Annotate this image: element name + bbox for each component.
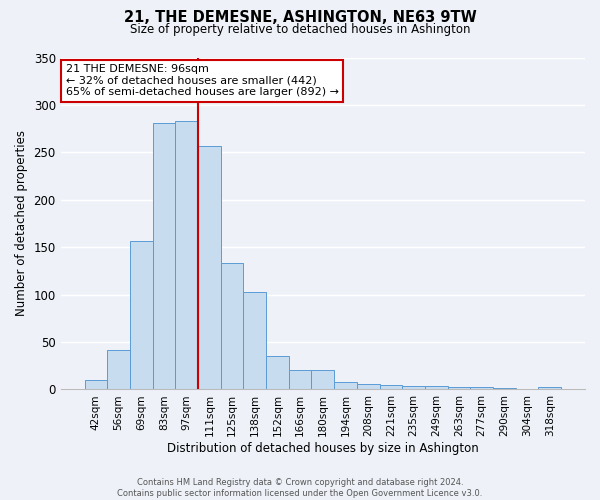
- Y-axis label: Number of detached properties: Number of detached properties: [15, 130, 28, 316]
- Bar: [402, 386, 425, 390]
- Text: 21, THE DEMESNE, ASHINGTON, NE63 9TW: 21, THE DEMESNE, ASHINGTON, NE63 9TW: [124, 10, 476, 25]
- X-axis label: Distribution of detached houses by size in Ashington: Distribution of detached houses by size …: [167, 442, 479, 455]
- Bar: [130, 240, 152, 390]
- Bar: [470, 386, 493, 390]
- Bar: [152, 123, 175, 390]
- Bar: [85, 380, 107, 390]
- Bar: [425, 386, 448, 390]
- Text: Contains HM Land Registry data © Crown copyright and database right 2024.
Contai: Contains HM Land Registry data © Crown c…: [118, 478, 482, 498]
- Bar: [221, 264, 244, 390]
- Bar: [107, 350, 130, 390]
- Text: Size of property relative to detached houses in Ashington: Size of property relative to detached ho…: [130, 22, 470, 36]
- Bar: [311, 370, 334, 390]
- Text: 21 THE DEMESNE: 96sqm
← 32% of detached houses are smaller (442)
65% of semi-det: 21 THE DEMESNE: 96sqm ← 32% of detached …: [66, 64, 339, 98]
- Bar: [198, 146, 221, 390]
- Bar: [448, 386, 470, 390]
- Bar: [357, 384, 380, 390]
- Bar: [175, 121, 198, 390]
- Bar: [289, 370, 311, 390]
- Bar: [244, 292, 266, 390]
- Bar: [493, 388, 516, 390]
- Bar: [538, 386, 561, 390]
- Bar: [266, 356, 289, 390]
- Bar: [380, 384, 402, 390]
- Bar: [334, 382, 357, 390]
